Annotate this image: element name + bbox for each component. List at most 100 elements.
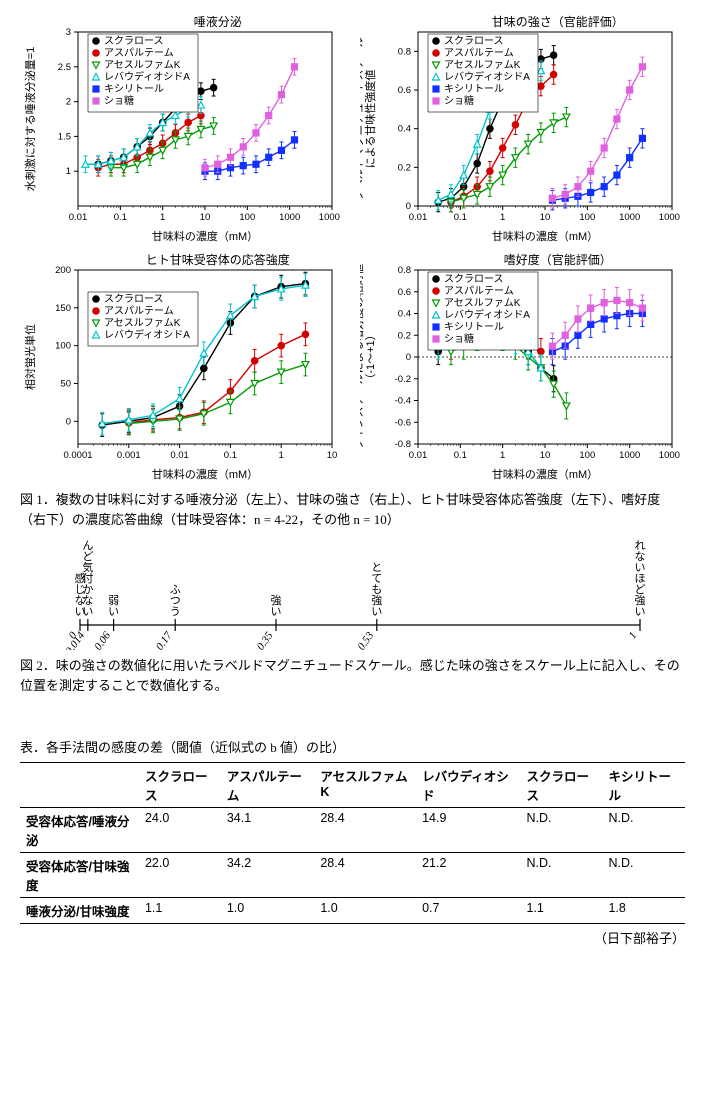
table-cell: 28.4 <box>314 852 416 897</box>
svg-text:-0.8: -0.8 <box>394 439 410 450</box>
svg-text:10: 10 <box>327 450 338 461</box>
svg-text:1000: 1000 <box>619 212 640 223</box>
svg-text:キシリトール: キシリトール <box>104 84 164 95</box>
svg-text:甘味料の濃度（mM）: 甘味料の濃度（mM） <box>152 467 258 481</box>
table-row: 受容体応答/甘味強度22.034.228.421.2N.D.N.D. <box>20 852 685 897</box>
table-cell: 34.1 <box>221 807 314 852</box>
chart-a: 0.010.111010010001000011.522.53唾液分泌甘味料の濃… <box>20 14 346 244</box>
svg-text:0.6: 0.6 <box>397 287 410 298</box>
svg-text:0.01: 0.01 <box>408 212 427 223</box>
svg-text:0.1: 0.1 <box>224 450 237 461</box>
table-title: 表．各手法間の感度の差（閾値（近似式の b 値）の比） <box>20 737 685 756</box>
table-header: レバウディオシド <box>416 762 520 807</box>
svg-text:150: 150 <box>55 303 71 314</box>
svg-text:-0.4: -0.4 <box>394 396 410 407</box>
svg-text:0.001: 0.001 <box>117 450 141 461</box>
svg-text:100: 100 <box>579 450 595 461</box>
svg-text:嗜好度（官能評価）: 嗜好度（官能評価） <box>503 252 611 267</box>
svg-text:0.01: 0.01 <box>170 450 189 461</box>
table-cell: 28.4 <box>314 807 416 852</box>
chart-c: 0.00010.0010.010.1110050100150200ヒト甘味受容体… <box>20 252 346 482</box>
table-row: 唾液分泌/甘味強度1.11.01.00.71.11.8 <box>20 897 685 923</box>
svg-text:1.5: 1.5 <box>58 131 71 142</box>
svg-text:0: 0 <box>405 352 410 363</box>
table-header: アスパルテーム <box>221 762 314 807</box>
svg-text:0.1: 0.1 <box>453 450 466 461</box>
svg-text:2: 2 <box>66 97 71 108</box>
svg-text:甘味料の濃度（mM）: 甘味料の濃度（mM） <box>491 229 597 243</box>
svg-text:スクラロース: スクラロース <box>104 293 164 305</box>
svg-text:0: 0 <box>66 416 71 427</box>
svg-text:アスパルテーム: アスパルテーム <box>444 285 514 297</box>
svg-text:0.06: 0.06 <box>92 630 113 651</box>
svg-text:1: 1 <box>500 212 505 223</box>
svg-text:スクラロース: スクラロース <box>444 273 504 285</box>
chart-b: 0.010.111010010001000000.20.40.60.8甘味の強さ… <box>360 14 686 244</box>
svg-text:1: 1 <box>500 450 505 461</box>
svg-text:ショ糖: ショ糖 <box>444 94 474 107</box>
svg-text:0.4: 0.4 <box>397 124 410 135</box>
svg-text:3: 3 <box>66 27 71 38</box>
svg-text:甘味の強さ（官能評価）: 甘味の強さ（官能評価） <box>491 14 623 29</box>
svg-text:キシリトール: キシリトール <box>444 322 504 333</box>
svg-text:0.4: 0.4 <box>397 309 410 320</box>
svg-text:100: 100 <box>239 212 255 223</box>
table-cell: 0.7 <box>416 897 520 923</box>
table-cell: 1.1 <box>139 897 221 923</box>
svg-text:1: 1 <box>160 212 165 223</box>
table-cell: N.D. <box>602 807 685 852</box>
svg-text:10000: 10000 <box>319 212 340 223</box>
table-cell: 1.1 <box>521 897 603 923</box>
table-cell: 1.0 <box>221 897 314 923</box>
svg-text:0.1: 0.1 <box>114 212 127 223</box>
table-header: キシリトール <box>602 762 685 807</box>
table-header: スクラロース <box>139 762 221 807</box>
table-cell: 受容体応答/唾液分泌 <box>20 807 139 852</box>
svg-text:0.17: 0.17 <box>154 630 175 651</box>
svg-text:1000: 1000 <box>619 450 640 461</box>
svg-text:（-1～+1）: （-1～+1） <box>364 329 377 384</box>
svg-text:10000: 10000 <box>658 450 679 461</box>
svg-text:アセスルファムK: アセスルファムK <box>444 297 521 309</box>
table-header: アセスルファムK <box>314 762 416 807</box>
table-cell: N.D. <box>521 807 603 852</box>
svg-text:キシリトール: キシリトール <box>444 84 504 95</box>
svg-text:アセスルファムK: アセスルファムK <box>104 59 181 71</box>
figure-1-grid: 0.010.111010010001000011.522.53唾液分泌甘味料の濃… <box>20 14 685 482</box>
svg-text:0.01: 0.01 <box>408 450 427 461</box>
svg-text:-0.2: -0.2 <box>394 374 410 385</box>
svg-text:0.6: 0.6 <box>397 85 410 96</box>
table-cell: 14.9 <box>416 807 520 852</box>
svg-text:0.2: 0.2 <box>397 330 410 341</box>
svg-text:甘味料の濃度（mM）: 甘味料の濃度（mM） <box>491 467 597 481</box>
magnitude-scale: 0感じない0.014ほとんど気付かない0.06弱い0.17ふつう0.35強い0.… <box>20 540 670 650</box>
svg-text:う: う <box>170 605 181 618</box>
svg-text:0: 0 <box>405 201 410 212</box>
svg-text:0.53: 0.53 <box>355 630 376 651</box>
svg-text:10: 10 <box>200 212 211 223</box>
svg-text:0.35: 0.35 <box>255 630 276 651</box>
svg-text:気: 気 <box>82 560 93 574</box>
table-cell: 21.2 <box>416 852 520 897</box>
table-row: 受容体応答/唾液分泌24.034.128.414.9N.D.N.D. <box>20 807 685 852</box>
figure-1-caption: 図 1．複数の甘味料に対する唾液分泌（左上）、甘味の強さ（右上）、ヒト甘味受容体… <box>20 490 685 530</box>
svg-text:水刺激に対する唾液分泌量=1: 水刺激に対する唾液分泌量=1 <box>23 47 37 192</box>
svg-text:ショ糖: ショ糖 <box>444 332 474 345</box>
svg-text:スクラロース: スクラロース <box>444 35 504 47</box>
table-cell: N.D. <box>602 852 685 897</box>
svg-text:100: 100 <box>55 341 71 352</box>
svg-text:い: い <box>108 606 119 618</box>
svg-text:ショ糖: ショ糖 <box>104 94 134 107</box>
svg-text:い: い <box>635 606 646 618</box>
table-cell: 24.0 <box>139 807 221 852</box>
table-cell: N.D. <box>521 852 603 897</box>
table-header: スクラロース <box>521 762 603 807</box>
svg-text:ヒト甘味受容体の応答強度: ヒト甘味受容体の応答強度 <box>146 252 290 267</box>
svg-text:レバウディオシドA: レバウディオシドA <box>444 308 530 321</box>
svg-text:相対蛍光単位: 相対蛍光単位 <box>23 324 37 390</box>
svg-text:0.8: 0.8 <box>397 46 410 57</box>
svg-text:レバウディオシドA: レバウディオシドA <box>104 70 190 83</box>
svg-text:い: い <box>82 606 93 618</box>
table-cell: 1.8 <box>602 897 685 923</box>
table-cell: 唾液分泌/甘味強度 <box>20 897 139 923</box>
